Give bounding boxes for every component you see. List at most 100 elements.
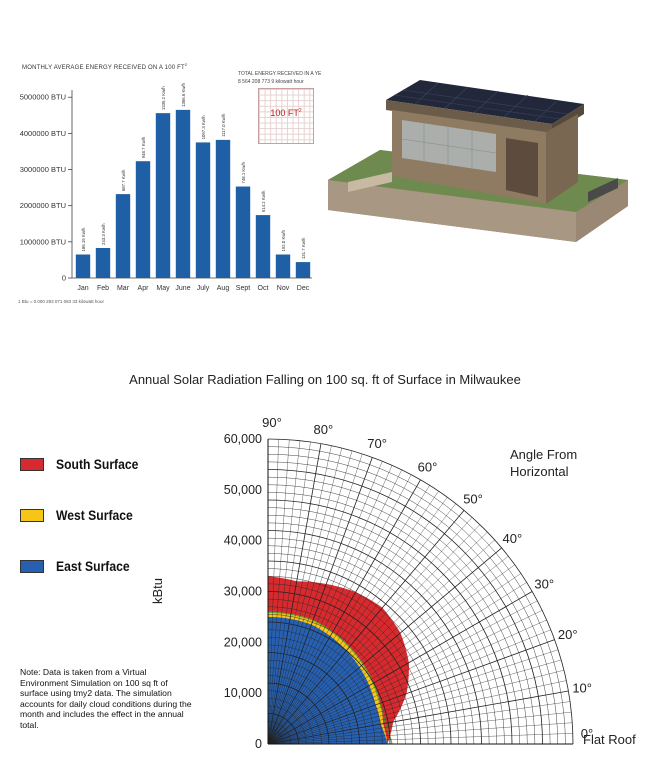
polar-grid-spoke — [268, 733, 573, 745]
polar-grid-circle — [268, 469, 543, 745]
bar-x-tick-label: Aug — [217, 285, 230, 292]
bar-apr — [135, 161, 151, 278]
polar-grid-circle — [268, 652, 360, 745]
bar-y-tick-label: 1000000 BTU — [20, 237, 66, 246]
bar-y-tick-label: 3000000 BTU — [20, 165, 66, 174]
polar-grid-spoke — [268, 591, 533, 745]
polar-grid-spoke — [268, 491, 439, 745]
polar-chart-title: Annual Solar Radiation Falling on 100 sq… — [129, 372, 521, 387]
bar-x-tick-label: Apr — [138, 285, 150, 292]
polar-grid-circle — [268, 667, 345, 745]
bar-y-tick-label: 0 — [62, 274, 66, 283]
bar-jan — [75, 254, 91, 278]
polar-grid-spoke — [268, 701, 571, 745]
polar-angle-tick-label: 30° — [534, 577, 554, 592]
legend-swatch-west — [20, 508, 44, 522]
simulation-note: Note: Data is taken from a Virtual Envir… — [20, 667, 192, 730]
bar-y-tick-label: 2000000 BTU — [20, 201, 66, 210]
bar-data-label: 131.7 Kw/h — [301, 237, 306, 259]
polar-grid-circle — [268, 568, 444, 745]
bar-mar — [115, 194, 131, 278]
bar-data-label: 1366.6 Kw/h — [181, 82, 186, 106]
polar-grid-circle — [268, 454, 558, 745]
polar-grid-spoke — [268, 619, 547, 745]
polar-grid-circle — [268, 545, 467, 745]
bar-feb — [95, 247, 111, 278]
polar-grid-circle — [268, 507, 505, 745]
legend-item-west: West Surface — [20, 507, 141, 523]
polar-grid-spoke — [268, 450, 353, 745]
polar-grid-circle — [268, 591, 421, 745]
polar-grid-circle — [268, 606, 406, 745]
bar-chart-title: MONTHLY AVERAGE ENERGY RECEIVED ON A 100… — [22, 62, 188, 71]
area-grid-icon: 100 FT2 — [258, 88, 314, 144]
polar-grid-spoke — [268, 547, 502, 745]
polar-grid-circle — [268, 629, 383, 745]
bar-data-label: 948.7 Kw/h — [141, 136, 146, 158]
bar-dec — [295, 262, 311, 278]
bar-data-label: 514.2 Kw/h — [261, 190, 266, 212]
bar-x-tick-label: May — [156, 285, 170, 292]
polar-grid-circle — [268, 553, 459, 745]
bar-may — [155, 113, 171, 278]
polar-radial-tick-label: 20,000 — [224, 635, 262, 649]
legend-item-east: East Surface — [20, 558, 138, 574]
polar-grid-spoke — [268, 469, 402, 745]
bar-x-tick-label: Feb — [97, 285, 109, 292]
bar-y-tick-label: 4000000 BTU — [20, 129, 66, 138]
bar-x-tick-label: Jan — [77, 285, 88, 292]
polar-grid-spoke — [268, 503, 456, 745]
polar-angle-tick-label: 70° — [367, 436, 387, 451]
polar-grid-spoke — [268, 524, 480, 745]
bar-sept — [235, 186, 251, 278]
polar-grid-spoke — [268, 532, 488, 745]
legend-swatch-east — [20, 559, 44, 573]
total-energy-inset: TOTAL ENERGY RECEIVED IN A YE 8 564 208 … — [238, 70, 321, 86]
polar-grid-circle — [268, 690, 322, 745]
polar-grid-spoke — [268, 573, 521, 745]
inset-box-label: 100 FT2 — [270, 108, 302, 118]
bar-aug — [215, 139, 231, 278]
polar-angle-tick-label: 40° — [503, 531, 523, 546]
polar-grid-spoke — [268, 474, 412, 745]
polar-grid-circle — [268, 515, 497, 745]
polar-boundary-line — [268, 611, 393, 745]
polar-grid-spoke — [268, 659, 562, 745]
bar-nov — [275, 254, 291, 278]
polar-grid-circle — [268, 583, 429, 745]
polar-grid-circle — [268, 492, 520, 745]
polar-grid-circle — [268, 530, 482, 745]
polar-grid-spoke — [268, 441, 311, 745]
polar-grid-spoke — [268, 690, 569, 745]
polar-grid-circle — [268, 537, 475, 745]
polar-angle-tick-label: 10° — [572, 681, 592, 696]
polar-grid-spoke — [268, 556, 509, 745]
polar-grid-spoke — [268, 510, 465, 745]
polar-radial-tick-label: 40,000 — [224, 534, 262, 548]
bar-footnote: 1 Btu = 0.000 293 071 083 33 kilowatt ho… — [18, 299, 104, 304]
polar-angle-tick-label: 20° — [558, 627, 578, 642]
polar-grid-spoke — [268, 711, 572, 745]
polar-grid-spoke — [268, 600, 538, 745]
bar-june — [175, 109, 191, 278]
polar-grid-circle — [268, 560, 452, 745]
bar-x-tick-label: Nov — [277, 285, 290, 292]
polar-angle-tick-label: 90° — [262, 415, 282, 430]
legend-item-south: South Surface — [20, 456, 148, 472]
polar-grid-circle — [268, 438, 574, 745]
polar-angle-tick-label: 0° — [581, 726, 593, 741]
polar-grid-spoke — [268, 448, 342, 745]
polar-radial-tick-label: 60,000 — [224, 432, 262, 446]
polar-radial-tick-label: 30,000 — [224, 585, 262, 599]
polar-angle-tick-label: 50° — [463, 492, 483, 507]
polar-grid-spoke — [268, 457, 373, 745]
polar-grid-spoke — [268, 465, 393, 745]
polar-grid-spoke — [268, 629, 551, 745]
polar-corner-label-2: Horizontal — [510, 464, 569, 479]
monthly-bar-chart: 5000000 BTU 4000000 BTU 3000000 BTU 2000000… — [20, 82, 312, 292]
polar-grid-circle — [268, 621, 391, 745]
inset-line-2: 8 564 208 773 9 kilowatt hour — [238, 79, 304, 85]
polar-grid-spoke — [268, 479, 421, 745]
polar-grid-circle — [268, 446, 566, 745]
